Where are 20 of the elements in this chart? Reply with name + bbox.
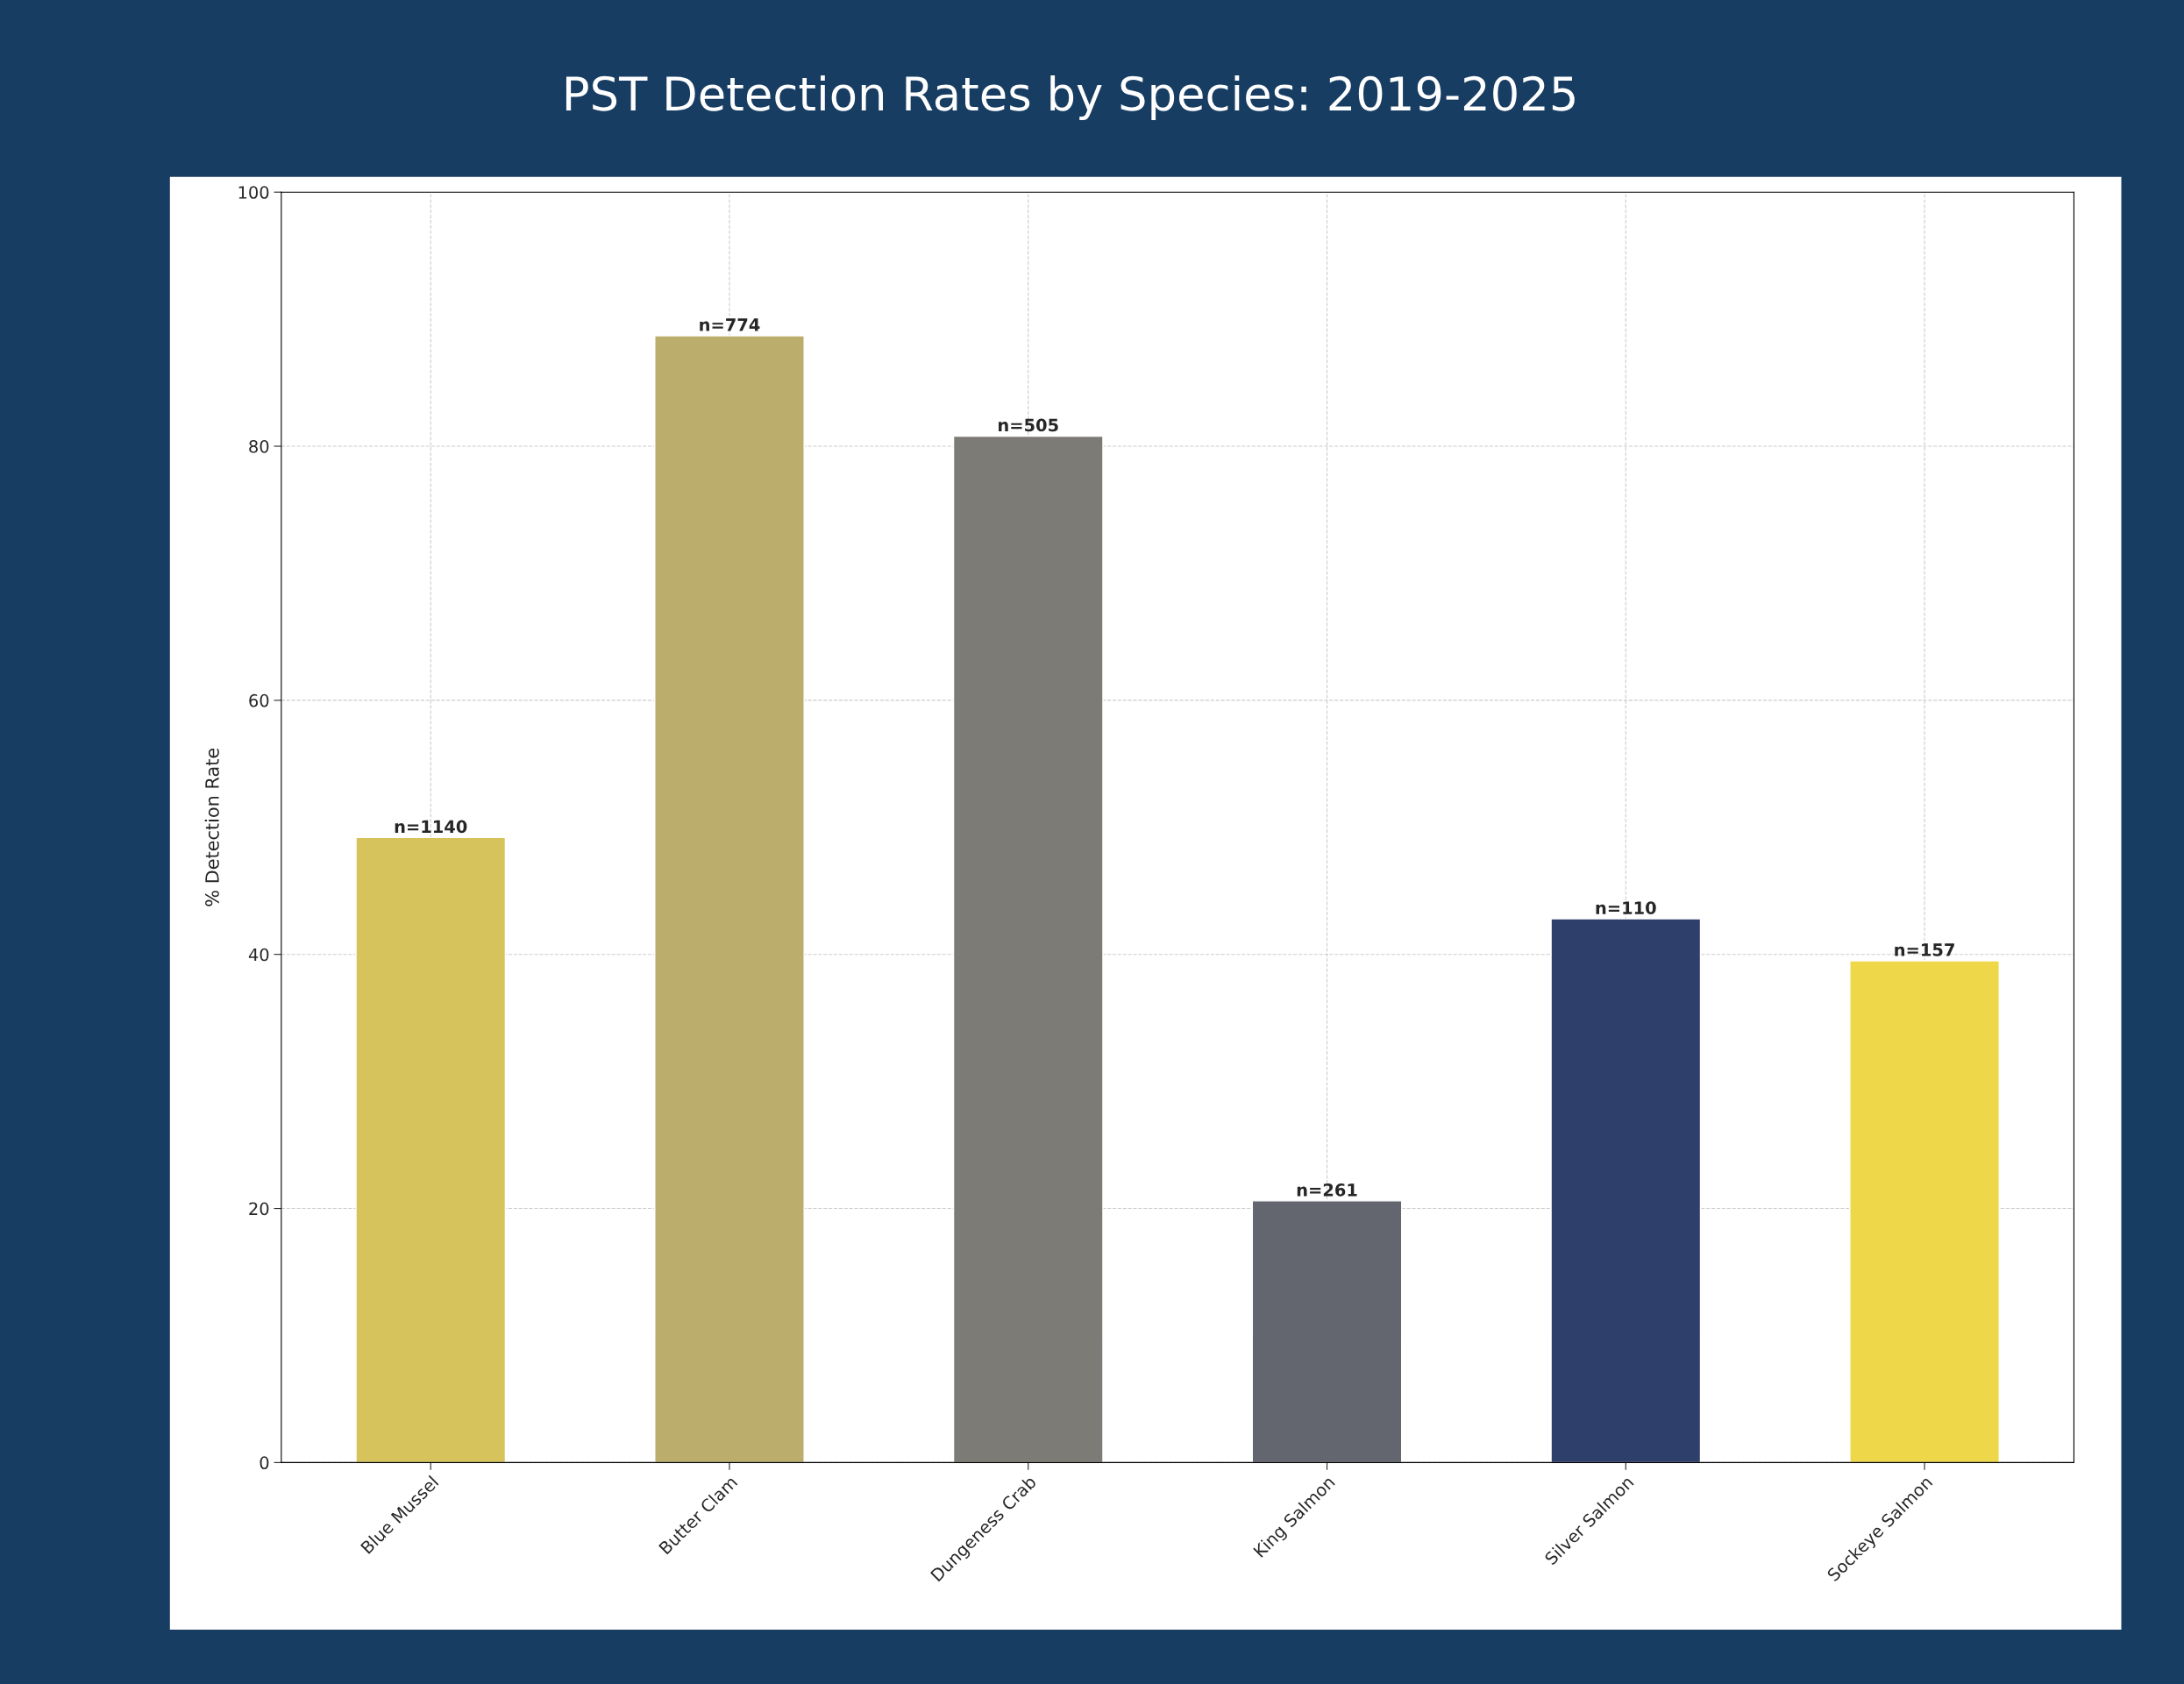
bar — [355, 836, 507, 1463]
annotation: n=774 — [700, 318, 760, 331]
annotation: n=157 — [1895, 943, 1954, 956]
y-tick-label: 80 — [249, 439, 269, 453]
y-tick-label: 100 — [238, 186, 269, 199]
y-tick-label: 0 — [260, 1456, 269, 1470]
bar — [1550, 918, 1702, 1463]
bar — [952, 435, 1104, 1463]
y-tick-label: 60 — [249, 693, 269, 707]
annotation: n=505 — [999, 418, 1058, 432]
annotation: n=110 — [1596, 901, 1656, 914]
bar — [1251, 1200, 1403, 1463]
bar — [654, 335, 805, 1463]
y-tick-label: 20 — [249, 1202, 269, 1216]
y-axis-title: % Detection Rate — [204, 748, 219, 906]
y-tick-label: 40 — [248, 948, 269, 962]
bar — [1849, 960, 2000, 1463]
annotation: n=1140 — [395, 820, 467, 834]
chart-title: PST Detection Rates by Species: 2019-2025 — [566, 75, 1575, 120]
annotation: n=261 — [1297, 1183, 1357, 1197]
